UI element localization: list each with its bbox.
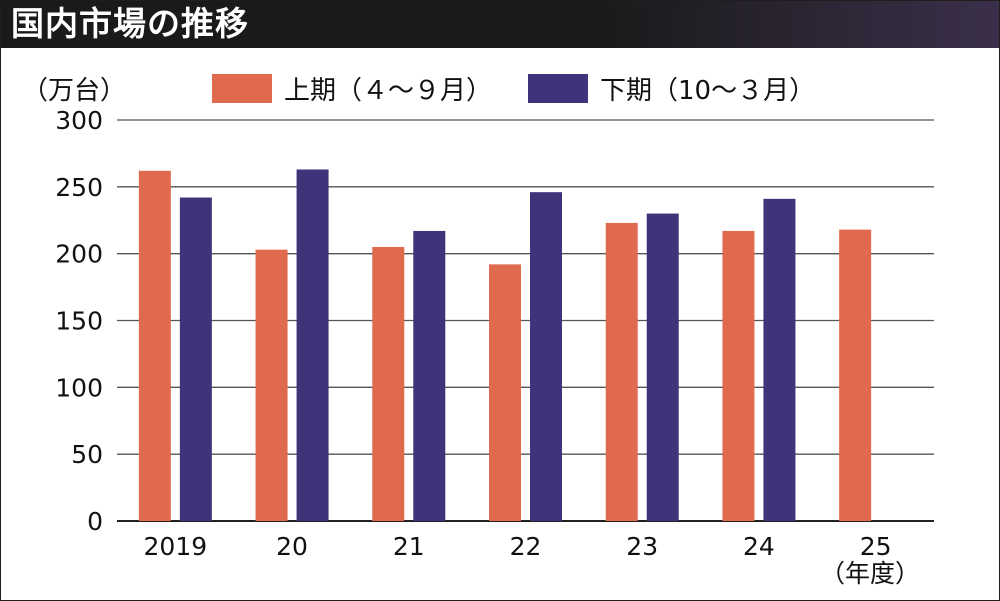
x-tick-label: 21 <box>393 532 425 561</box>
unit-label: （万台） <box>22 76 126 106</box>
x-tick-label: 20 <box>276 532 308 561</box>
bar-second-half-20 <box>296 169 329 521</box>
bar-first-half-20 <box>255 249 288 521</box>
y-tick-label: 50 <box>71 440 103 469</box>
x-tick-label: 22 <box>510 532 542 561</box>
legend-label-first-half: 上期（４～９月） <box>284 76 492 106</box>
y-tick-label: 250 <box>55 173 103 202</box>
y-tick-label: 300 <box>55 106 103 135</box>
bar-first-half-2019 <box>138 170 171 521</box>
y-tick-label: 0 <box>87 507 103 536</box>
bar-first-half-22 <box>489 264 521 521</box>
legend-label-second-half: 下期（10～３月） <box>600 76 815 106</box>
title-bar: 国内市場の推移 <box>1 1 999 48</box>
x-tick-label: 24 <box>743 532 775 561</box>
x-tick-label: 2019 <box>144 532 208 561</box>
y-tick-label: 200 <box>55 240 103 269</box>
bar-second-half-21 <box>413 230 446 521</box>
legend-swatch-first-half <box>212 74 272 103</box>
bar-first-half-23 <box>605 222 638 521</box>
bar-second-half-24 <box>763 198 796 521</box>
y-tick-label: 150 <box>55 307 103 336</box>
x-axis-unit-label: （年度） <box>820 559 920 588</box>
x-tick-label: 23 <box>626 532 658 561</box>
x-tick-label: 25 <box>860 532 892 561</box>
chart-title: 国内市場の推移 <box>11 4 249 43</box>
bar-second-half-23 <box>646 213 679 522</box>
bar-second-half-2019 <box>179 197 212 521</box>
y-tick-label: 100 <box>55 373 103 402</box>
bar-first-half-25 <box>839 229 872 521</box>
bar-second-half-22 <box>530 192 562 521</box>
bar-first-half-24 <box>722 230 755 521</box>
legend-swatch-second-half <box>528 74 588 103</box>
bar-first-half-21 <box>372 246 405 521</box>
